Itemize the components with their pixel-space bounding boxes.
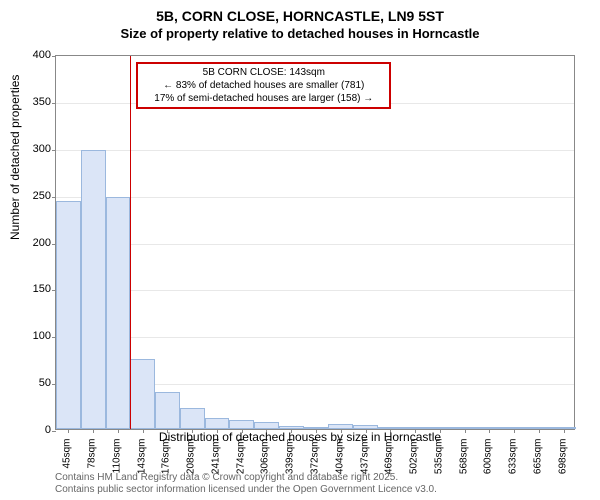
chart-area: 5B CORN CLOSE: 143sqm← 83% of detached h… xyxy=(55,55,575,430)
bar xyxy=(106,197,131,430)
ytick-mark xyxy=(52,103,56,104)
ytick-label: 400 xyxy=(21,49,51,61)
ytick-label: 300 xyxy=(21,143,51,155)
page-subtitle: Size of property relative to detached ho… xyxy=(0,24,600,41)
gridline xyxy=(56,290,574,291)
gridline xyxy=(56,337,574,338)
bar xyxy=(155,392,180,430)
callout-line1: 5B CORN CLOSE: 143sqm xyxy=(144,66,383,79)
xtick-label: 600sqm xyxy=(483,439,494,484)
gridline xyxy=(56,244,574,245)
bar xyxy=(81,150,106,429)
bar xyxy=(130,359,155,429)
callout-box: 5B CORN CLOSE: 143sqm← 83% of detached h… xyxy=(136,62,391,109)
ytick-mark xyxy=(52,197,56,198)
y-axis-label: Number of detached properties xyxy=(8,75,22,240)
reference-line xyxy=(130,56,131,429)
bar xyxy=(229,420,254,429)
xtick-label: 698sqm xyxy=(557,439,568,484)
bar xyxy=(254,422,279,430)
ytick-mark xyxy=(52,56,56,57)
footer-line2: Contains public sector information licen… xyxy=(55,484,437,496)
ytick-mark xyxy=(52,150,56,151)
bar xyxy=(56,201,81,429)
callout-line3: 17% of semi-detached houses are larger (… xyxy=(144,92,383,105)
ytick-label: 150 xyxy=(21,283,51,295)
callout-line2: ← 83% of detached houses are smaller (78… xyxy=(144,79,383,92)
ytick-label: 200 xyxy=(21,237,51,249)
gridline xyxy=(56,197,574,198)
gridline xyxy=(56,150,574,151)
plot-region: 5B CORN CLOSE: 143sqm← 83% of detached h… xyxy=(55,55,575,430)
xtick-label: 665sqm xyxy=(532,439,543,484)
bar xyxy=(205,418,230,429)
ytick-label: 350 xyxy=(21,96,51,108)
ytick-label: 100 xyxy=(21,330,51,342)
xtick-label: 568sqm xyxy=(458,439,469,484)
xtick-label: 633sqm xyxy=(508,439,519,484)
footer-attribution: Contains HM Land Registry data © Crown c… xyxy=(55,472,437,496)
bar xyxy=(180,408,205,429)
footer-line1: Contains HM Land Registry data © Crown c… xyxy=(55,472,437,484)
page-title: 5B, CORN CLOSE, HORNCASTLE, LN9 5ST xyxy=(0,0,600,24)
ytick-label: 50 xyxy=(21,377,51,389)
ytick-label: 250 xyxy=(21,190,51,202)
x-axis-label: Distribution of detached houses by size … xyxy=(0,430,600,444)
